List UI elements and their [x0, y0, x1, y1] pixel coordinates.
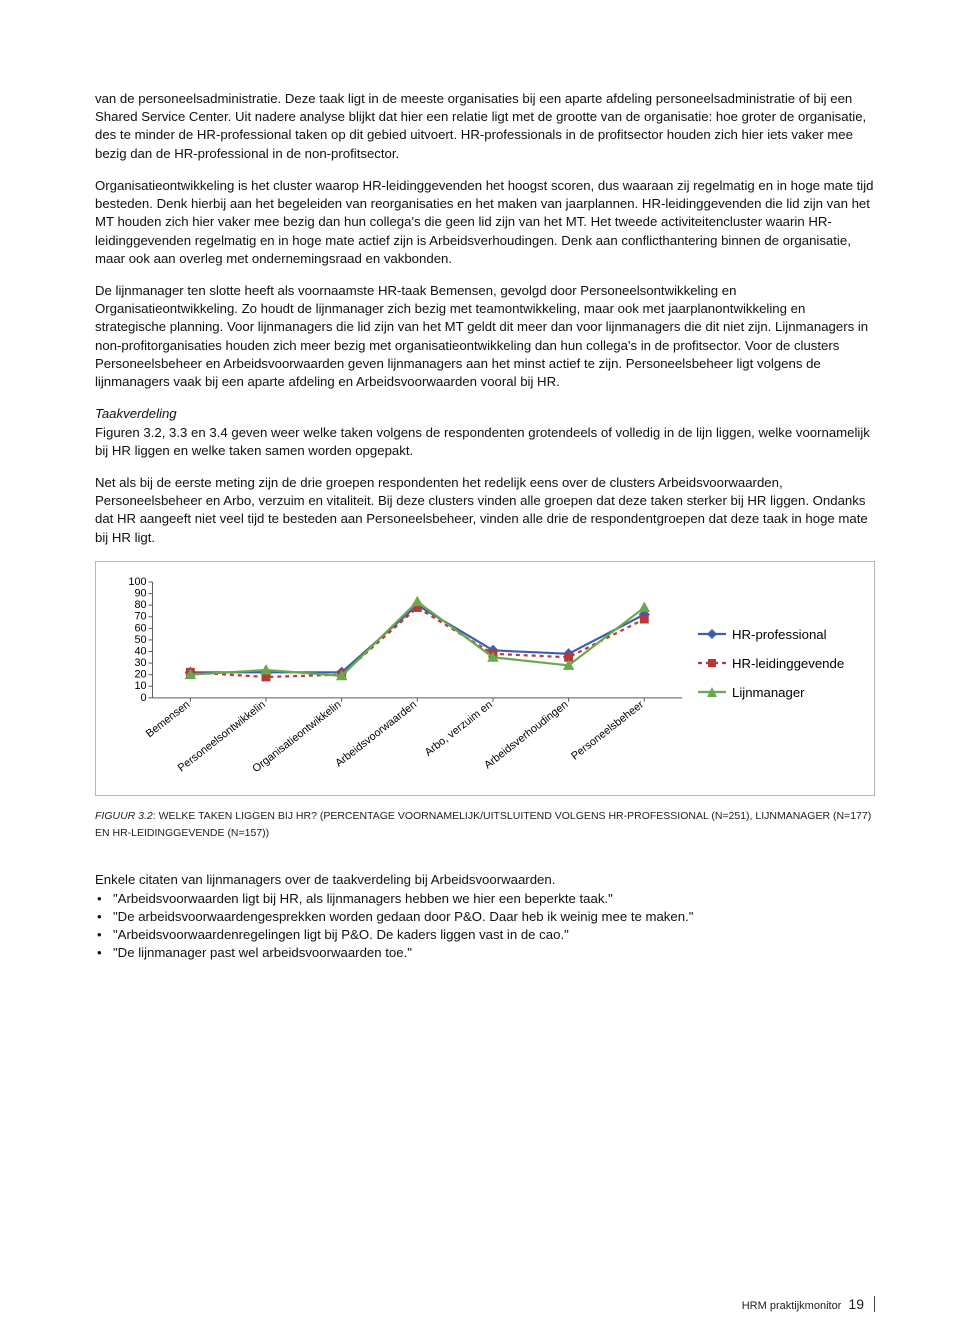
svg-text:70: 70: [134, 611, 146, 623]
page-footer: HRM praktijkmonitor 19: [742, 1296, 875, 1312]
chart-figure-3-2: 0102030405060708090100 Bemensen Personeels…: [95, 561, 875, 796]
legend-item: Lijnmanager: [698, 685, 862, 700]
svg-text:20: 20: [134, 668, 146, 680]
svg-text:Arbeidsvoorwaarden: Arbeidsvoorwaarden: [333, 698, 419, 769]
paragraph-2: Organisatieontwikkeling is het cluster w…: [95, 177, 875, 268]
legend-label: HR-professional: [732, 627, 827, 642]
chart-caption: FIGUUR 3.2: WELKE TAKEN LIGGEN BIJ HR? (…: [95, 808, 875, 842]
svg-text:0: 0: [141, 692, 147, 704]
svg-text:Personeelsbeheer: Personeelsbeheer: [569, 698, 646, 762]
svg-text:10: 10: [134, 680, 146, 692]
svg-text:40: 40: [134, 645, 146, 657]
quotes-intro: Enkele citaten van lijnmanagers over de …: [95, 871, 875, 889]
quote-item: "De lijnmanager past wel arbeidsvoorwaar…: [113, 944, 875, 962]
paragraph-4: Figuren 3.2, 3.3 en 3.4 geven weer welke…: [95, 424, 875, 460]
svg-text:80: 80: [134, 599, 146, 611]
paragraph-3: De lijnmanager ten slotte heeft als voor…: [95, 282, 875, 391]
svg-text:30: 30: [134, 657, 146, 669]
svg-text:Arbeidsverhoudingen: Arbeidsverhoudingen: [482, 698, 570, 771]
caption-rest: : WELKE TAKEN LIGGEN BIJ HR? (PERCENTAGE…: [95, 810, 871, 839]
svg-text:100: 100: [128, 576, 146, 588]
section-heading-taakverdeling: Taakverdeling: [95, 405, 875, 423]
chart-svg: 0102030405060708090100 Bemensen Personeels…: [108, 572, 692, 789]
svg-text:50: 50: [134, 634, 146, 646]
paragraph-1: van de personeelsadministratie. Deze taa…: [95, 90, 875, 163]
quote-item: "Arbeidsvoorwaardenregelingen ligt bij P…: [113, 926, 875, 944]
legend-item: HR-leidinggevende: [698, 656, 862, 671]
svg-text:Bemensen: Bemensen: [144, 698, 192, 739]
footer-source: HRM praktijkmonitor: [742, 1300, 842, 1312]
legend-label: Lijnmanager: [732, 685, 805, 700]
svg-text:60: 60: [134, 622, 146, 634]
caption-lead: FIGUUR 3.2: [95, 810, 153, 822]
footer-page-number: 19: [848, 1296, 864, 1312]
svg-text:90: 90: [134, 587, 146, 599]
paragraph-5: Net als bij de eerste meting zijn de dri…: [95, 474, 875, 547]
quote-item: "De arbeidsvoorwaardengesprekken worden …: [113, 908, 875, 926]
legend-label: HR-leidinggevende: [732, 656, 844, 671]
quote-list: "Arbeidsvoorwaarden ligt bij HR, als lij…: [95, 890, 875, 963]
legend-item: HR-professional: [698, 627, 862, 642]
chart-legend: HR-professional HR-leidinggevende Lijnmana…: [692, 572, 862, 789]
svg-text:Arbo, verzuim en: Arbo, verzuim en: [423, 698, 495, 758]
quote-item: "Arbeidsvoorwaarden ligt bij HR, als lij…: [113, 890, 875, 908]
